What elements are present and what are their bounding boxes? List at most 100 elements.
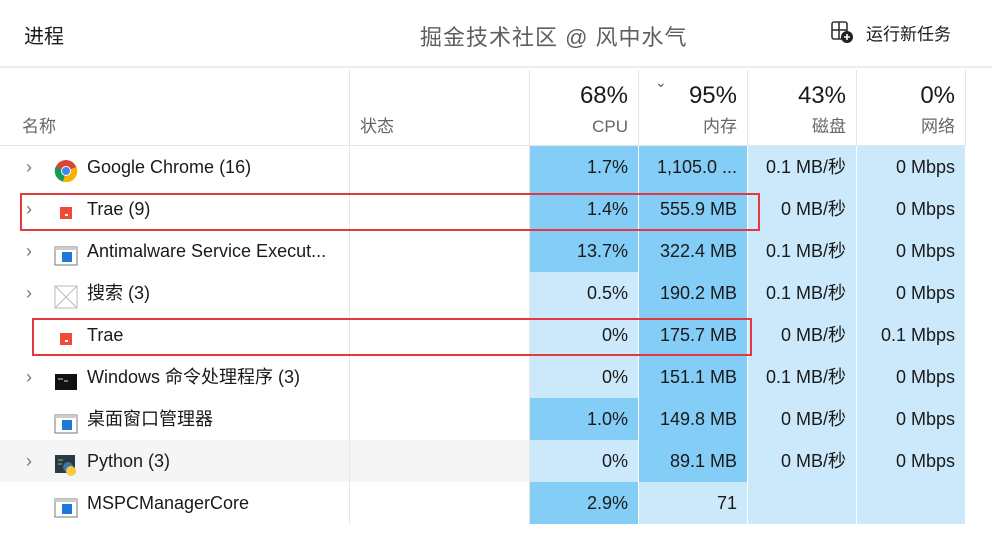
process-name: 桌面窗口管理器 xyxy=(87,409,213,429)
process-row[interactable]: › 搜索 (3) 0.5% 190.2 MB 0.1 MB/秒 0 Mbps xyxy=(0,272,992,314)
status-cell xyxy=(350,440,530,482)
column-label: CPU xyxy=(592,117,628,136)
cpu-cell: 1.0% xyxy=(530,398,639,440)
disk-cell: 0.1 MB/秒 xyxy=(748,272,857,314)
process-name: Windows 命令处理程序 (3) xyxy=(87,367,301,387)
expand-chevron-icon[interactable]: › xyxy=(26,241,32,261)
expand-chevron-icon[interactable]: › xyxy=(26,367,32,387)
column-label: 名称 xyxy=(22,117,56,136)
title-bar: 进程 掘金技术社区 @ 风中水气 运行新任务 xyxy=(0,0,992,68)
cpu-cell: 0% xyxy=(530,314,639,356)
disk-cell: 0 MB/秒 xyxy=(748,440,857,482)
process-row[interactable]: MSPCManagerCore 2.9% 71 xyxy=(0,482,992,524)
network-cell: 0 Mbps xyxy=(857,356,966,398)
process-name-cell: › Trae (9) xyxy=(0,188,350,230)
memory-total: 95% xyxy=(688,82,737,109)
cpu-cell: 1.4% xyxy=(530,188,639,230)
status-cell xyxy=(350,272,530,314)
column-header-memory[interactable]: ⌄ 95% 内存 xyxy=(639,70,748,146)
new-task-icon xyxy=(831,21,853,43)
column-header-cpu[interactable]: 68% CPU xyxy=(530,70,639,146)
network-cell: 0 Mbps xyxy=(857,230,966,272)
disk-cell: 0 MB/秒 xyxy=(748,398,857,440)
process-name-cell: › Google Chrome (16) xyxy=(0,146,350,188)
process-name: Google Chrome (16) xyxy=(87,157,252,177)
process-row[interactable]: › Google Chrome (16) 1.7% 1,105.0 ... 0.… xyxy=(0,146,992,188)
process-row[interactable]: Trae 0% 175.7 MB 0 MB/秒 0.1 Mbps xyxy=(0,314,992,356)
run-new-task-button[interactable]: 运行新任务 xyxy=(830,18,951,46)
process-name-cell: Trae xyxy=(0,314,350,356)
python-icon xyxy=(54,450,78,476)
process-name-cell: › Windows 命令处理程序 (3) xyxy=(0,356,350,398)
network-cell: 0 Mbps xyxy=(857,272,966,314)
trae-icon xyxy=(54,324,78,348)
status-cell xyxy=(350,356,530,398)
status-cell xyxy=(350,230,530,272)
process-name: Python (3) xyxy=(87,451,171,471)
cmd-icon xyxy=(54,366,78,390)
disk-cell: 0.1 MB/秒 xyxy=(748,146,857,188)
app-window-icon xyxy=(54,240,78,266)
process-name: Trae xyxy=(87,325,124,345)
process-row[interactable]: › Trae (9) 1.4% 555.9 MB 0 MB/秒 0 Mbps xyxy=(0,188,992,230)
network-cell: 0 Mbps xyxy=(857,398,966,440)
network-cell: 0 Mbps xyxy=(857,146,966,188)
memory-cell: 151.1 MB xyxy=(639,356,748,398)
column-header-disk[interactable]: 43% 磁盘 xyxy=(748,70,857,146)
process-name: Trae (9) xyxy=(87,199,151,219)
trae-icon xyxy=(54,198,78,222)
disk-total: 43% xyxy=(797,82,846,109)
disk-cell: 0.1 MB/秒 xyxy=(748,356,857,398)
chrome-icon xyxy=(54,156,78,183)
network-cell: 0 Mbps xyxy=(857,440,966,482)
status-cell xyxy=(350,188,530,230)
process-row[interactable]: › Windows 命令处理程序 (3) 0% 151.1 MB 0.1 MB/… xyxy=(0,356,992,398)
network-cell: 0.1 Mbps xyxy=(857,314,966,356)
cpu-cell: 0% xyxy=(530,356,639,398)
app-window-icon xyxy=(54,408,78,434)
memory-cell: 555.9 MB xyxy=(639,188,748,230)
process-row[interactable]: › Python (3) 0% 89.1 MB 0 MB/秒 0 Mbps xyxy=(0,440,992,482)
process-name: Antimalware Service Execut... xyxy=(87,241,327,261)
column-header-network[interactable]: 0% 网络 xyxy=(857,70,966,146)
memory-cell: 89.1 MB xyxy=(639,440,748,482)
memory-cell: 175.7 MB xyxy=(639,314,748,356)
network-cell: 0 Mbps xyxy=(857,188,966,230)
expand-chevron-icon[interactable]: › xyxy=(26,283,32,303)
status-cell xyxy=(350,482,530,524)
column-header-name[interactable]: 名称 xyxy=(0,70,350,146)
expand-chevron-icon[interactable]: › xyxy=(26,451,32,471)
disk-cell: 0.1 MB/秒 xyxy=(748,230,857,272)
status-cell xyxy=(350,146,530,188)
memory-cell: 190.2 MB xyxy=(639,272,748,314)
disk-cell: 0 MB/秒 xyxy=(748,188,857,230)
column-label: 磁盘 xyxy=(812,117,846,136)
process-name-cell: › 搜索 (3) xyxy=(0,272,350,314)
process-row[interactable]: › Antimalware Service Execut... 13.7% 32… xyxy=(0,230,992,272)
status-cell xyxy=(350,398,530,440)
expand-chevron-icon[interactable]: › xyxy=(26,199,32,219)
memory-cell: 71 xyxy=(639,482,748,524)
column-label: 内存 xyxy=(703,117,737,136)
page-title: 进程 xyxy=(24,26,64,48)
memory-cell: 322.4 MB xyxy=(639,230,748,272)
column-header-status[interactable]: 状态 xyxy=(350,70,530,146)
cpu-cell: 0.5% xyxy=(530,272,639,314)
cpu-cell: 2.9% xyxy=(530,482,639,524)
process-name-cell: 桌面窗口管理器 xyxy=(0,398,350,440)
cpu-cell: 0% xyxy=(530,440,639,482)
watermark: 掘金技术社区 @ 风中水气 xyxy=(420,25,688,50)
memory-cell: 1,105.0 ... xyxy=(639,146,748,188)
process-name: MSPCManagerCore xyxy=(87,493,250,513)
process-name-cell: › Antimalware Service Execut... xyxy=(0,230,350,272)
network-cell xyxy=(857,482,966,524)
expand-chevron-icon[interactable]: › xyxy=(26,157,32,177)
process-row[interactable]: 桌面窗口管理器 1.0% 149.8 MB 0 MB/秒 0 Mbps xyxy=(0,398,992,440)
status-cell xyxy=(350,314,530,356)
process-name: 搜索 (3) xyxy=(87,283,150,303)
app-window-icon xyxy=(54,492,78,518)
column-label: 网络 xyxy=(921,117,955,136)
disk-cell xyxy=(748,482,857,524)
cpu-cell: 13.7% xyxy=(530,230,639,272)
cpu-cell: 1.7% xyxy=(530,146,639,188)
